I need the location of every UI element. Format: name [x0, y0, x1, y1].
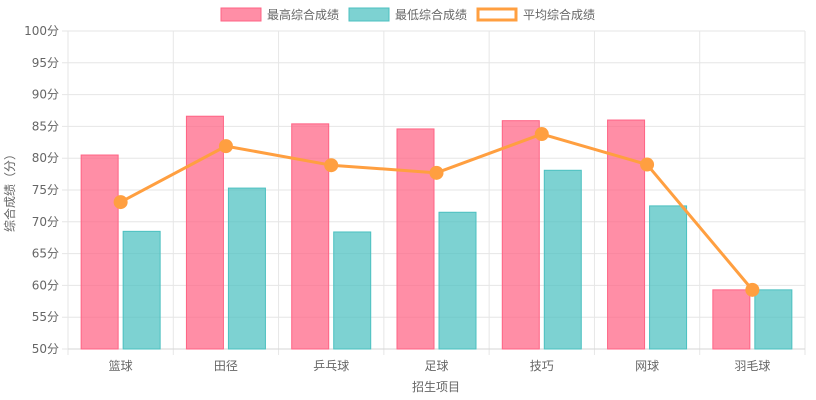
avg-score-point	[745, 282, 760, 297]
y-tick-label: 55分	[32, 310, 59, 324]
x-tick-label: 足球	[424, 359, 448, 373]
bar-max-score	[185, 115, 224, 350]
legend-item-min[interactable]: 最低综合成绩	[348, 7, 467, 22]
legend: 最高综合成绩 最低综合成绩 平均综合成绩	[220, 7, 595, 22]
bar-min-score	[543, 169, 582, 350]
y-tick-label: 90分	[32, 88, 59, 102]
y-tick-label: 75分	[32, 183, 59, 197]
avg-score-point	[324, 158, 339, 173]
y-tick-label: 95分	[32, 56, 59, 70]
bar-max-score	[80, 154, 119, 350]
avg-score-point	[640, 157, 655, 172]
bar-min-score	[122, 230, 161, 350]
y-tick-label: 85分	[32, 119, 59, 133]
legend-swatch-avg	[476, 7, 518, 22]
x-tick-label: 乒乓球	[313, 359, 349, 373]
y-tick-label: 65分	[32, 247, 59, 261]
bar-min-score	[333, 231, 372, 350]
bar-max-score	[712, 289, 751, 350]
bar-max-score	[501, 120, 540, 350]
legend-swatch-max	[220, 7, 262, 22]
legend-item-max[interactable]: 最高综合成绩	[220, 7, 339, 22]
y-tick-label: 100分	[24, 24, 59, 38]
legend-swatch-min	[348, 7, 390, 22]
y-axis-title: 综合成绩（分）	[2, 148, 17, 232]
bar-series-group	[80, 115, 793, 350]
y-tick-label: 70分	[32, 215, 59, 229]
line-series-group	[113, 127, 760, 297]
bar-min-score	[227, 187, 266, 350]
x-tick-label: 网球	[635, 359, 659, 373]
x-axis-title: 招生项目	[412, 380, 460, 394]
bar-min-score	[438, 211, 477, 350]
y-tick-label: 80分	[32, 151, 59, 165]
avg-score-point	[218, 139, 233, 154]
x-tick-label: 田径	[214, 359, 238, 373]
legend-item-avg[interactable]: 平均综合成绩	[476, 7, 595, 22]
x-tick-label: 篮球	[109, 358, 133, 373]
legend-label-avg: 平均综合成绩	[523, 7, 595, 22]
avg-score-point	[113, 195, 128, 210]
bar-min-score	[754, 289, 793, 350]
x-axis: 篮球 田径 乒乓球 足球 技巧 网球 羽毛球	[109, 358, 771, 373]
y-axis: 100分 95分 90分 85分 80分 75分 70分 65分 60分 55分 50分	[24, 24, 59, 356]
bar-min-score	[649, 205, 688, 350]
avg-score-point	[534, 127, 549, 142]
legend-label-min: 最低综合成绩	[395, 7, 467, 22]
bar-max-score	[396, 128, 435, 350]
y-tick-label: 60分	[32, 278, 59, 292]
x-tick-label: 技巧	[530, 359, 554, 373]
avg-score-point	[429, 165, 444, 180]
legend-label-max: 最高综合成绩	[267, 7, 339, 22]
x-tick-label: 羽毛球	[734, 359, 770, 373]
y-tick-label: 50分	[32, 342, 59, 356]
